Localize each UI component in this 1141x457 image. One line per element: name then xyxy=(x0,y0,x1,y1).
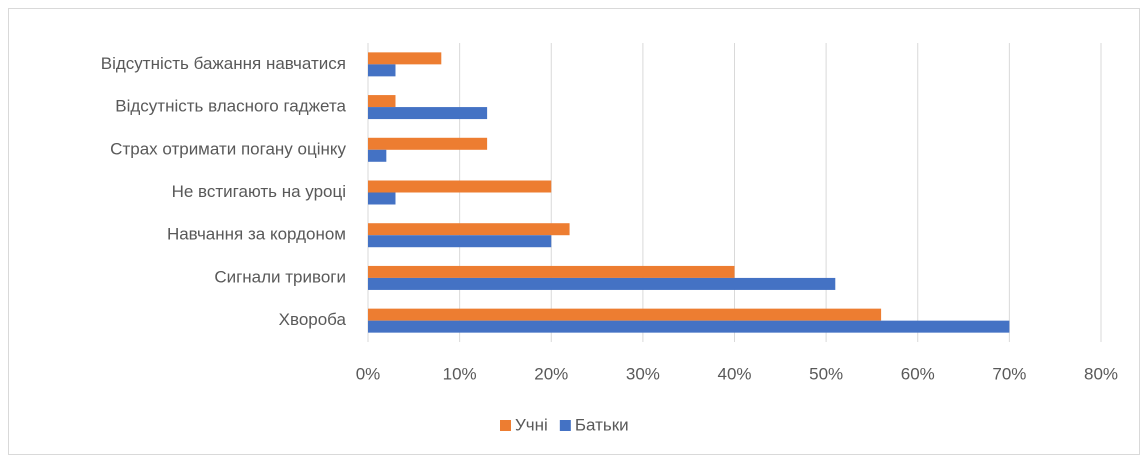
bar xyxy=(368,149,387,162)
bar xyxy=(368,223,570,236)
legend-label: Батьки xyxy=(575,415,629,434)
bar xyxy=(368,277,836,290)
y-tick-label: Навчання за кордоном xyxy=(167,225,346,244)
x-tick-label: 70% xyxy=(992,364,1026,383)
y-tick-label: Не встигають на уроці xyxy=(172,182,346,201)
x-tick-label: 30% xyxy=(626,364,660,383)
bar xyxy=(368,235,552,248)
legend-swatch xyxy=(559,420,571,431)
bar xyxy=(368,95,396,108)
y-tick-label: Відсутність бажання навчатися xyxy=(101,54,346,73)
bar xyxy=(368,64,396,77)
x-tick-label: 0% xyxy=(356,364,381,383)
chart-border xyxy=(8,8,1140,455)
bar xyxy=(368,308,882,321)
y-tick-label: Відсутність власного гаджета xyxy=(115,97,346,116)
y-tick-label: Страх отримати погану оцінку xyxy=(110,139,346,158)
x-tick-label: 20% xyxy=(534,364,568,383)
legend-swatch xyxy=(500,420,511,431)
bar xyxy=(368,107,488,120)
x-tick-label: 50% xyxy=(809,364,843,383)
legend-label: Учні xyxy=(515,415,548,434)
y-tick-label: Сигнали тривоги xyxy=(214,267,346,286)
bar xyxy=(368,52,442,65)
bar xyxy=(368,320,1010,333)
x-tick-label: 60% xyxy=(901,364,935,383)
x-tick-label: 10% xyxy=(443,364,477,383)
bar xyxy=(368,137,488,150)
bar xyxy=(368,180,552,193)
x-tick-label: 80% xyxy=(1084,364,1118,383)
x-tick-label: 40% xyxy=(717,364,751,383)
bar xyxy=(368,265,735,278)
y-tick-label: Хвороба xyxy=(279,310,347,329)
bar xyxy=(368,192,396,205)
